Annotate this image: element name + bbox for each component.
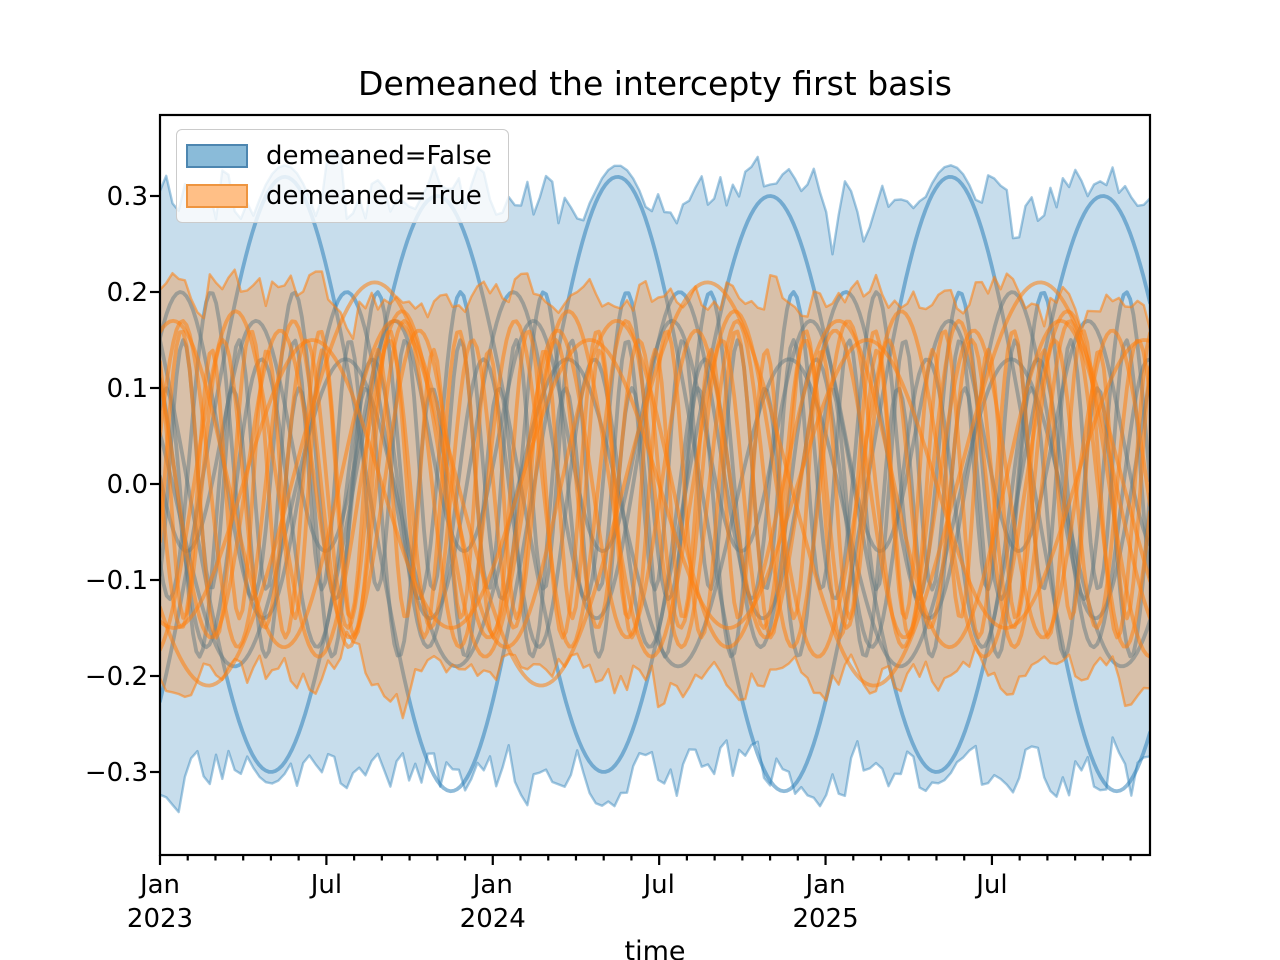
legend-item-demeaned-true: demeaned=True xyxy=(186,179,492,213)
sample-curve-demeaned=False-6 xyxy=(161,338,1149,592)
y-tick-label: −0.3 xyxy=(85,758,148,788)
y-tick-label: 0.2 xyxy=(107,278,148,308)
legend: demeaned=False demeaned=True xyxy=(176,129,509,223)
band-edge-lower-demeaned=True xyxy=(161,630,1149,720)
legend-label-demeaned-false: demeaned=False xyxy=(266,141,492,171)
x-tick-label: Jan xyxy=(138,870,180,900)
sample-curve-demeaned=False-1 xyxy=(161,174,1149,794)
band-edge-upper-demeaned=True xyxy=(161,268,1149,340)
x-axis-label: time xyxy=(624,936,686,960)
legend-item-demeaned-false: demeaned=False xyxy=(186,139,492,173)
legend-swatch-demeaned-false-icon xyxy=(186,144,248,168)
sample-curve-demeaned=True-8 xyxy=(161,338,1149,630)
x-tick-year-label: 2024 xyxy=(460,904,526,934)
y-tick-label: −0.2 xyxy=(85,662,148,692)
x-tick-label: Jul xyxy=(641,870,674,900)
legend-label-demeaned-true: demeaned=True xyxy=(266,181,482,211)
sample-curve-demeaned=True-2 xyxy=(161,309,1149,659)
band-edge-lower-demeaned=False xyxy=(161,736,1149,814)
legend-swatch-demeaned-true-icon xyxy=(186,184,248,208)
x-tick-label: Jul xyxy=(309,870,342,900)
y-tick-label: 0.3 xyxy=(107,182,148,212)
x-tick-year-label: 2023 xyxy=(127,904,193,934)
x-tick-year-label: 2025 xyxy=(792,904,858,934)
x-tick-label: Jan xyxy=(471,870,513,900)
y-tick-label: −0.1 xyxy=(85,566,148,596)
x-tick-label: Jul xyxy=(974,870,1007,900)
sample-curve-demeaned=True-4 xyxy=(161,318,1149,650)
x-tick-label: Jan xyxy=(803,870,845,900)
data-layer xyxy=(161,150,1149,814)
y-tick-label: 0.1 xyxy=(107,374,148,404)
chart-title: Demeaned the intercepty first basis xyxy=(358,64,952,103)
sample-curve-demeaned=True-3 xyxy=(161,328,1149,640)
sample-curve-demeaned=True-7 xyxy=(161,347,1149,621)
y-tick-label: 0.0 xyxy=(107,470,148,500)
